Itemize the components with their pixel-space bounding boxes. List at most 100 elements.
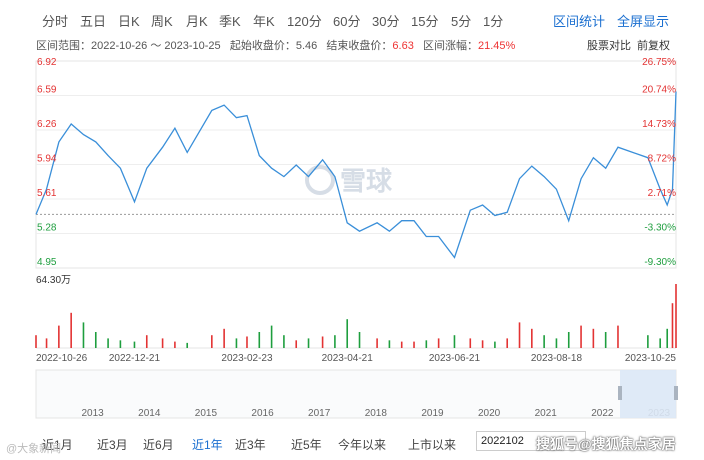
volume-bar (647, 335, 649, 348)
left-watermark: @大象新闻 (6, 443, 62, 455)
range-tab-3[interactable]: 近1年 (192, 438, 223, 452)
volume-bar (119, 340, 122, 348)
navigator-year: 2013 (82, 408, 105, 419)
volume-bar (70, 312, 72, 348)
volume-bar (235, 338, 238, 348)
date-input[interactable] (476, 431, 586, 451)
volume-bar (211, 335, 213, 348)
volume-bar (518, 322, 521, 348)
range-info: 区间范围：2022-10-26 ～ 2023-10-25 起始收盘价：5.46 … (36, 37, 515, 53)
compare-button[interactable]: 股票对比 (587, 40, 631, 52)
period-tab-9[interactable]: 30分 (372, 14, 400, 29)
fullscreen-link[interactable]: 全屏显示 (617, 14, 670, 29)
y-tick-right: 14.73% (642, 119, 676, 130)
volume-bar (481, 340, 484, 348)
volume-bar (161, 338, 164, 348)
navigator-year: 2016 (251, 408, 274, 419)
volume-bar (675, 284, 677, 348)
period-tab-12[interactable]: 1分 (483, 14, 504, 29)
range-label: 区间范围： (36, 40, 91, 52)
xueqiu-watermark: 雪球 (305, 165, 393, 196)
x-tick-label: 2022-12-21 (109, 353, 161, 364)
volume-bar (358, 332, 361, 348)
volume-bar (567, 332, 570, 348)
period-tab-1[interactable]: 五日 (80, 14, 107, 29)
period-tab-6[interactable]: 年K (253, 14, 275, 29)
volume-bar (186, 342, 189, 348)
price-chart: 雪球 6.92 6.59 6.26 5.94 5.61 5.28 4.95 26.75% 20… (35, 57, 678, 419)
volume-bar (82, 322, 85, 348)
y-tick-right: 8.72% (648, 154, 676, 165)
range-tab-7[interactable]: 上市以来 (408, 438, 457, 452)
period-tab-0[interactable]: 分时 (42, 14, 69, 29)
volume-bar (346, 319, 349, 348)
adjust-button[interactable]: 前复权 (637, 40, 670, 52)
volume-bar (506, 338, 509, 348)
range-navigator[interactable]: 2013 2014 2015 2016 2017 2018 2019 2020 2021 2022… (35, 369, 678, 419)
x-tick-label: 2023-04-21 (322, 353, 374, 364)
xueqiu-logo-icon (305, 165, 335, 195)
navigator-year: 2019 (421, 408, 444, 419)
y-tick-left: 5.28 (37, 223, 57, 234)
x-axis-labels: 2022-10-26 2022-12-21 2023-02-23 2023-04-21… (36, 353, 676, 364)
price-line (35, 91, 677, 259)
period-tab-10[interactable]: 15分 (411, 14, 439, 29)
y-tick-left: 6.59 (37, 85, 57, 96)
watermark-text: 雪球 (340, 166, 393, 196)
period-tabs: 分时 五日 日K 周K 月K 季K 年K 120分 60分 30分 15分 5分 1分 (0, 0, 704, 34)
volume-bar (437, 338, 440, 348)
sohu-watermark: 搜狐号@搜狐焦点家居 (536, 436, 676, 452)
volume-bar (388, 340, 391, 348)
y-tick-right: -9.30% (644, 257, 676, 268)
volume-bar (400, 341, 403, 348)
x-tick-label: 2022-10-26 (36, 353, 88, 364)
volume-label: 64.30万 (36, 275, 71, 286)
chart-options: 股票对比 前复权 (581, 37, 670, 53)
y-tick-left: 6.26 (37, 119, 57, 130)
range-tab-1[interactable]: 近3月 (97, 438, 128, 452)
navigator-year: 2022 (591, 408, 614, 419)
volume-bar (94, 332, 97, 348)
y-axis-right: 26.75% 20.74% 14.73% 8.72% 2.71% -3.30% -9.30% (642, 57, 676, 268)
period-tab-2[interactable]: 日K (118, 14, 140, 29)
period-tab-8[interactable]: 60分 (333, 14, 361, 29)
period-tab-5[interactable]: 季K (219, 14, 241, 29)
end-value: 6.63 (392, 40, 414, 52)
period-tab-11[interactable]: 5分 (451, 14, 472, 29)
range-tab-6[interactable]: 今年以来 (338, 438, 387, 452)
volume-bar (453, 335, 456, 348)
volume-bar (107, 338, 109, 348)
volume-bar (617, 325, 619, 348)
volume-bar (45, 338, 48, 348)
period-tab-7[interactable]: 120分 (287, 14, 322, 29)
volume-bars (35, 284, 677, 349)
volume-bar (145, 335, 148, 348)
period-tab-4[interactable]: 月K (186, 14, 208, 29)
volume-bar (58, 325, 60, 348)
change-value: 21.45% (478, 40, 516, 52)
volume-bar (425, 340, 428, 348)
volume-bar (580, 325, 582, 348)
x-tick-label: 2023-06-21 (429, 353, 481, 364)
period-tab-3[interactable]: 周K (151, 14, 173, 29)
range-stats-link[interactable]: 区间统计 (553, 14, 606, 29)
volume-bar (469, 338, 472, 348)
y-tick-right: 20.74% (642, 85, 676, 96)
x-tick-label: 2023-02-23 (221, 353, 273, 364)
volume-bar (666, 328, 669, 348)
y-tick-left: 4.95 (37, 257, 57, 268)
y-axis-left: 6.92 6.59 6.26 5.94 5.61 5.28 4.95 (37, 57, 57, 268)
volume-bar (258, 332, 261, 348)
range-tab-5[interactable]: 近5年 (291, 438, 322, 452)
navigator-year: 2015 (195, 408, 218, 419)
volume-bar (174, 341, 176, 348)
navigator-year: 2020 (478, 408, 501, 419)
volume-bar (543, 335, 545, 348)
range-tab-2[interactable]: 近6月 (143, 438, 174, 452)
volume-bar (270, 325, 273, 348)
range-tab-4[interactable]: 近3年 (235, 438, 266, 452)
y-tick-right: 26.75% (642, 57, 676, 68)
volume-bar (295, 340, 298, 348)
volume-bar (413, 341, 415, 348)
range-tab-0[interactable]: 近1月 (42, 438, 73, 452)
